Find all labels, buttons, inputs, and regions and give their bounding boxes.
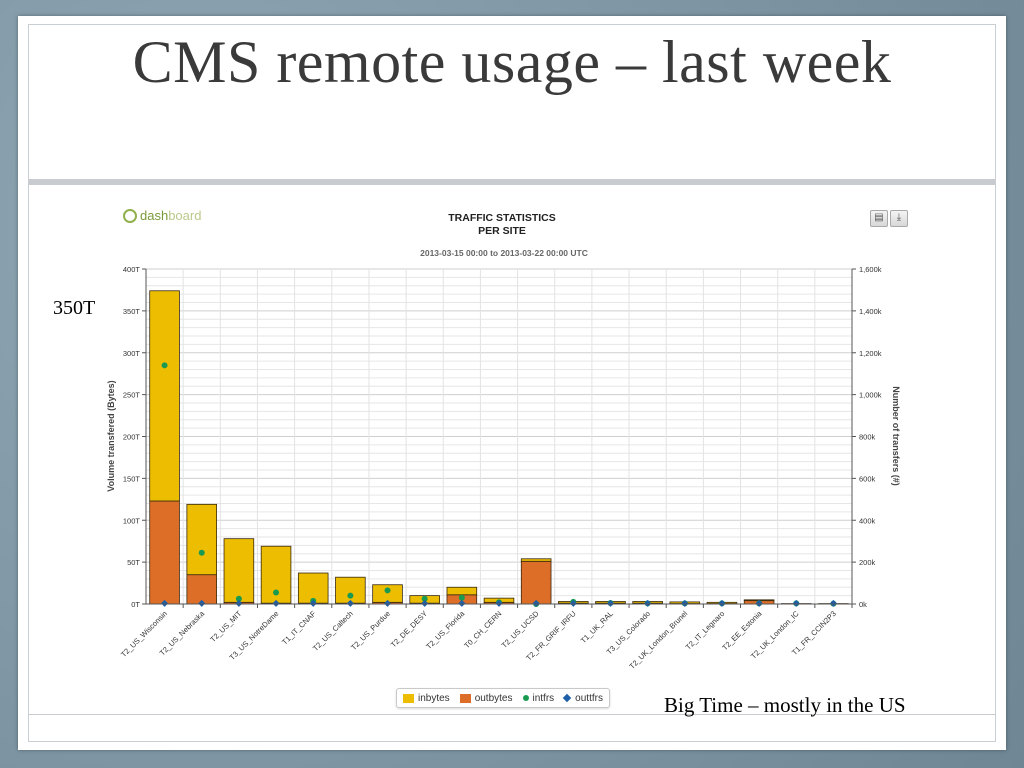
point-outtfrs (421, 599, 429, 607)
point-outtfrs (161, 599, 169, 607)
bar-inbytes (520, 558, 552, 562)
point-outtfrs (235, 599, 243, 607)
y-axis-label: Volume transfered (Bytes) (106, 380, 116, 491)
legend-label: outtfrs (575, 692, 603, 704)
download-icon[interactable]: ⤓ (890, 210, 908, 227)
y2-tick-label: 800k (859, 433, 876, 442)
chart-subtitle: PER SITE (478, 225, 526, 237)
point-outtfrs (829, 599, 837, 607)
chart-time-range: 2013-03-15 00:00 to 2013-03-22 00:00 UTC (420, 248, 588, 258)
point-outtfrs (755, 599, 763, 607)
point-intfrs (347, 592, 354, 599)
bar-inbytes (335, 576, 366, 604)
legend-outbytes[interactable]: outbytes (459, 692, 513, 704)
point-outtfrs (681, 599, 689, 607)
footer-divider (29, 714, 995, 715)
y-tick-label: 50T (127, 558, 140, 567)
bar-outbytes (520, 560, 552, 605)
point-outtfrs (272, 599, 280, 607)
x-tick-label: T1_UK_RAL (579, 609, 615, 645)
x-tick-label: T1_IT_CNAF (280, 609, 318, 647)
logo-thin-text: board (168, 208, 202, 223)
point-intfrs (273, 589, 280, 596)
annotation-350t: 350T (53, 297, 96, 319)
legend-outtfrs[interactable]: outtfrs (562, 692, 603, 704)
y2-tick-label: 0k (859, 600, 867, 609)
dashboard-logo: dash board (123, 208, 201, 223)
print-icon[interactable]: ▤ (870, 210, 888, 227)
x-tick-label: T2_US_MIT (208, 609, 243, 644)
y2-tick-label: 1,200k (859, 349, 882, 358)
y-tick-label: 150T (123, 474, 141, 483)
legend-swatch-outbytes (459, 693, 471, 703)
point-outtfrs (309, 599, 317, 607)
y2-tick-label: 1,600k (859, 265, 882, 274)
point-intfrs (198, 549, 205, 556)
y2-tick-label: 200k (859, 558, 876, 567)
y-tick-label: 350T (123, 307, 141, 316)
y-tick-label: 400T (123, 265, 141, 274)
point-intfrs (458, 594, 465, 601)
y2-axis-label: Number of transfers (#) (891, 386, 901, 486)
legend-label: outbytes (474, 692, 513, 704)
legend-swatch-outtfrs (562, 693, 572, 703)
x-tick-label: T2_US_Florida (424, 608, 467, 651)
legend-intfrs[interactable]: intfrs (522, 692, 555, 704)
x-tick-label: T0_CH_CERN (462, 609, 503, 650)
point-outtfrs (718, 599, 726, 607)
bar-inbytes (186, 503, 218, 576)
point-intfrs (384, 587, 391, 594)
logo-icon (123, 208, 137, 223)
bar-inbytes (372, 584, 403, 603)
legend-swatch-inbytes (403, 693, 414, 703)
logo-bold-text: dash (140, 208, 169, 223)
x-tick-label: T2_US_Purdue (349, 609, 392, 652)
legend-label: intfrs (532, 692, 555, 704)
slide-title: CMS remote usage – last week (132, 29, 892, 95)
y2-tick-label: 1,400k (859, 307, 882, 316)
title-divider (29, 179, 995, 185)
point-outtfrs (606, 599, 615, 607)
legend-swatch-intfrs (522, 695, 529, 701)
x-tick-label: T2_US_UCSD (500, 609, 541, 650)
point-intfrs (161, 362, 168, 369)
bar-inbytes (223, 538, 255, 603)
y-tick-label: 100T (123, 516, 141, 525)
annotation-big-time: Big Time – mostly in the US (664, 693, 906, 717)
x-tick-label: T2_DE_DESY (389, 609, 429, 649)
bar-inbytes (446, 586, 478, 596)
point-outtfrs (458, 599, 466, 607)
point-outtfrs (532, 599, 540, 607)
point-outtfrs (198, 599, 206, 607)
point-outtfrs (383, 599, 392, 607)
point-intfrs (421, 595, 428, 602)
y-tick-label: 300T (123, 349, 141, 358)
point-outtfrs (569, 599, 577, 607)
y-tick-label: 200T (123, 433, 141, 442)
legend-label: inbytes (418, 692, 450, 704)
y-tick-label: 0T (131, 600, 140, 609)
y-tick-label: 250T (123, 391, 141, 400)
bar-outbytes (186, 574, 218, 605)
legend-inbytes[interactable]: inbytes (403, 693, 450, 704)
chart-legend: inbytes outbytes intfrs outtfrs (396, 688, 610, 708)
point-outtfrs (495, 599, 503, 607)
chart-title: TRAFFIC STATISTICS (448, 212, 556, 224)
point-outtfrs (644, 599, 652, 607)
point-intfrs (235, 595, 242, 602)
bar-inbytes (149, 290, 180, 502)
y2-tick-label: 1,000k (859, 391, 882, 400)
y2-tick-label: 600k (859, 474, 876, 483)
bar-outbytes (149, 500, 180, 605)
x-tick-label: T2_US_Caltech (311, 609, 355, 653)
point-outtfrs (346, 599, 354, 607)
point-outtfrs (792, 599, 800, 607)
y2-tick-label: 400k (859, 516, 876, 525)
slide-inner-frame (28, 24, 996, 742)
